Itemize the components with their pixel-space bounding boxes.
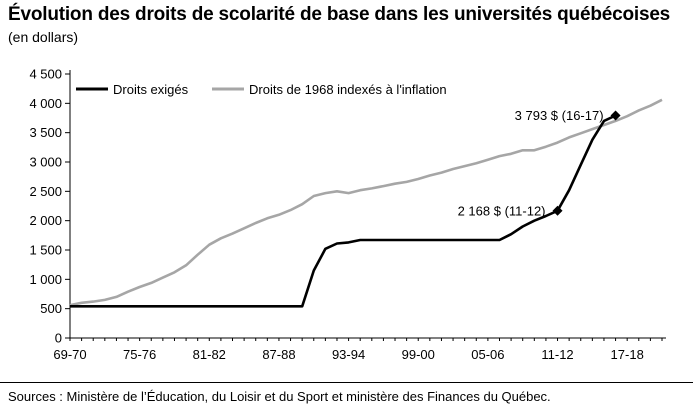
x-tick-label: 81-82	[193, 347, 226, 362]
y-tick-label: 2 000	[29, 213, 62, 228]
chart-subtitle: (en dollars)	[8, 29, 79, 45]
x-tick-label: 11-12	[541, 347, 573, 362]
source-note: Sources : Ministère de l’Éducation, du L…	[8, 389, 551, 404]
series-line-droits-exiges	[70, 114, 617, 308]
y-tick-label: 1 500	[29, 243, 62, 258]
y-tick-label: 2 500	[29, 184, 62, 199]
series-line-droits-indexes	[69, 98, 663, 307]
y-tick-label: 3 000	[29, 155, 62, 170]
legend-label: Droits de 1968 indexés à l'inflation	[249, 82, 447, 97]
y-tick-label: 0	[55, 331, 62, 346]
x-tick-label: 87-88	[262, 347, 295, 362]
data-marker	[552, 205, 563, 216]
data-label: 2 168 $ (11-12)	[458, 203, 546, 218]
y-tick-label: 500	[40, 301, 62, 316]
legend-label: Droits exigés	[113, 82, 189, 97]
chart-title: Évolution des droits de scolarité de bas…	[8, 4, 671, 25]
x-tick-label: 93-94	[332, 347, 365, 362]
data-marker	[610, 110, 621, 121]
y-tick-label: 4 500	[29, 67, 62, 82]
y-tick-label: 3 500	[29, 125, 62, 140]
data-label: 3 793 $ (16-17)	[515, 108, 604, 123]
x-tick-label: 17-18	[611, 347, 644, 362]
y-tick-label: 1 000	[29, 272, 62, 287]
x-tick-label: 99-00	[402, 347, 435, 362]
x-tick-label: 75-76	[123, 347, 156, 362]
line-chart: 0 500 1 000 1 500 2 000 2 500 3 000 3 500 4 000 4…	[29, 67, 666, 362]
footer-divider	[0, 382, 693, 383]
y-tick-label: 4 000	[29, 96, 62, 111]
x-tick-label: 05-06	[471, 347, 504, 362]
x-tick-label: 69-70	[53, 347, 86, 362]
